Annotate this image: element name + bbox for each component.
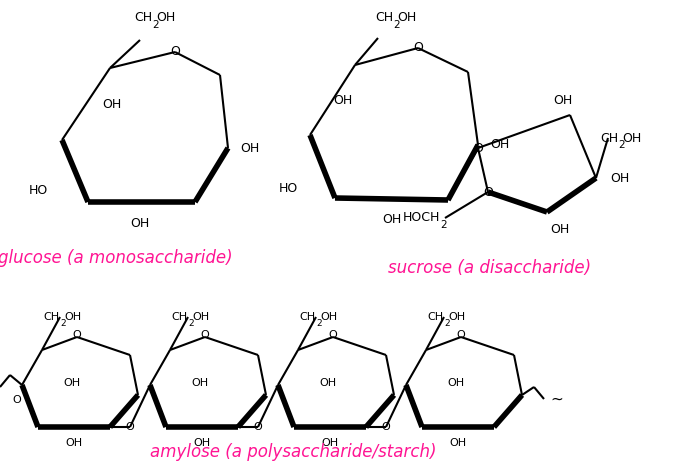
Text: amylose (a polysaccharide/starch): amylose (a polysaccharide/starch) bbox=[150, 443, 437, 461]
Text: sucrose (a disaccharide): sucrose (a disaccharide) bbox=[388, 259, 592, 277]
Text: HOCH: HOCH bbox=[402, 212, 440, 225]
Text: 2: 2 bbox=[444, 319, 449, 328]
Text: O: O bbox=[473, 141, 483, 154]
Text: glucose (a monosaccharide): glucose (a monosaccharide) bbox=[0, 249, 232, 267]
Text: CH: CH bbox=[300, 312, 316, 322]
Text: CH: CH bbox=[172, 312, 188, 322]
Text: O: O bbox=[201, 330, 209, 340]
Text: OH: OH bbox=[382, 213, 402, 226]
Text: OH: OH bbox=[622, 132, 642, 145]
Text: OH: OH bbox=[156, 12, 175, 25]
Text: 2: 2 bbox=[60, 319, 65, 328]
Text: OH: OH bbox=[130, 218, 150, 231]
Text: 2: 2 bbox=[393, 20, 400, 31]
Text: O: O bbox=[381, 422, 390, 432]
Text: OH: OH bbox=[192, 312, 209, 322]
Text: HO: HO bbox=[279, 181, 298, 194]
Text: OH: OH bbox=[193, 438, 210, 448]
Text: CH: CH bbox=[428, 312, 444, 322]
Text: CH: CH bbox=[44, 312, 60, 322]
Text: OH: OH bbox=[449, 438, 466, 448]
Text: O: O bbox=[253, 422, 262, 432]
Text: OH: OH bbox=[610, 172, 629, 185]
Text: 2: 2 bbox=[440, 220, 447, 231]
Text: O: O bbox=[413, 41, 423, 54]
Text: OH: OH bbox=[448, 312, 465, 322]
Text: O: O bbox=[483, 186, 493, 199]
Text: OH: OH bbox=[550, 224, 569, 237]
Text: OH: OH bbox=[320, 312, 337, 322]
Text: CH: CH bbox=[134, 12, 152, 25]
Text: OH: OH bbox=[63, 378, 80, 388]
Text: 2: 2 bbox=[152, 20, 159, 31]
Text: OH: OH bbox=[490, 139, 509, 152]
Text: OH: OH bbox=[191, 378, 208, 388]
Text: OH: OH bbox=[65, 438, 82, 448]
Text: OH: OH bbox=[397, 12, 416, 25]
Text: O: O bbox=[170, 46, 180, 59]
Text: 2: 2 bbox=[316, 319, 321, 328]
Text: O: O bbox=[329, 330, 337, 340]
Text: 2: 2 bbox=[618, 140, 624, 151]
Text: HO: HO bbox=[29, 184, 48, 197]
Text: O: O bbox=[457, 330, 465, 340]
Text: OH: OH bbox=[334, 93, 353, 106]
Text: OH: OH bbox=[240, 141, 259, 154]
Text: CH: CH bbox=[600, 132, 618, 145]
Text: OH: OH bbox=[319, 378, 336, 388]
Text: OH: OH bbox=[554, 93, 573, 106]
Text: 2: 2 bbox=[188, 319, 193, 328]
Text: O: O bbox=[73, 330, 81, 340]
Text: ~: ~ bbox=[550, 392, 563, 406]
Text: OH: OH bbox=[321, 438, 338, 448]
Text: OH: OH bbox=[64, 312, 81, 322]
Text: O: O bbox=[125, 422, 134, 432]
Text: OH: OH bbox=[102, 99, 121, 112]
Text: OH: OH bbox=[447, 378, 464, 388]
Text: O: O bbox=[13, 395, 21, 405]
Text: CH: CH bbox=[375, 12, 393, 25]
